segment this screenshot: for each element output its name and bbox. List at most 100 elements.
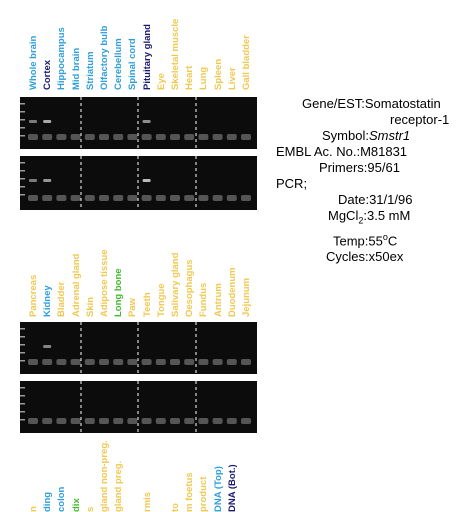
- mgcl2-value: 3.5 mM: [366, 208, 411, 223]
- lane-label: Hippocampus: [56, 27, 68, 90]
- primer-dimer-band: [28, 418, 38, 424]
- pcr-band: [43, 179, 52, 182]
- primer-dimer-band: [99, 134, 109, 140]
- ladder-band: [20, 186, 25, 188]
- ladder-band: [20, 135, 25, 137]
- primer-dimer-band: [141, 195, 152, 201]
- lane-label: gland non-preg.: [99, 440, 110, 512]
- ladder-band: [20, 336, 25, 338]
- lane-label: colon: [56, 486, 68, 512]
- primer-dimer-band: [141, 359, 152, 365]
- ladder-band: [20, 162, 25, 164]
- primer-dimer-band: [198, 195, 209, 201]
- primer-dimer-band: [241, 418, 251, 424]
- primer-dimer-band: [28, 195, 38, 201]
- primer-dimer-band: [198, 418, 209, 424]
- ladder-band: [20, 127, 25, 129]
- lane-label: Oesophagus: [184, 259, 196, 317]
- lane-label: Tongue: [155, 283, 167, 317]
- symbol-key: Symbol:: [322, 128, 369, 143]
- primer-dimer-band: [84, 134, 95, 140]
- symbol-value: Smstr1: [368, 128, 411, 143]
- gene-info: Gene/EST:Somatostatin receptor-1 Symbol:…: [270, 96, 449, 265]
- ladder-band: [20, 395, 25, 397]
- primer-dimer-band: [70, 134, 81, 140]
- primer-dimer-band: [113, 195, 124, 201]
- primer-dimer-band: [70, 359, 81, 365]
- primer-dimer-band: [212, 134, 223, 140]
- primer-dimer-band: [226, 195, 237, 201]
- lane-label: rmis: [141, 491, 153, 512]
- primer-dimer-band: [56, 418, 67, 424]
- primer-dimer-band: [84, 195, 95, 201]
- temp-value: 55: [368, 232, 383, 248]
- lane-label: Gall bladder: [241, 35, 252, 90]
- primer-dimer-band: [113, 418, 124, 424]
- ladder-band: [20, 111, 25, 113]
- lane-label: Teeth: [141, 292, 153, 317]
- primer-dimer-band: [155, 418, 166, 424]
- lane-label: Antrum: [212, 283, 224, 317]
- pcr-band: [142, 179, 151, 182]
- lane-label: Adipose tissue: [99, 249, 110, 317]
- lane-label: Salivary gland: [170, 252, 181, 317]
- temp-degree: o: [382, 231, 388, 242]
- primers-value: 95/61: [367, 160, 400, 175]
- primer-dimer-band: [198, 134, 209, 140]
- primer-dimer-band: [56, 359, 67, 365]
- pcr-band: [43, 345, 52, 348]
- primer-dimer-band: [99, 195, 109, 201]
- primer-dimer-band: [113, 134, 124, 140]
- lane-label: Mid brain: [70, 47, 82, 90]
- primer-dimer-band: [212, 359, 223, 365]
- lane-label: Spinal cord: [127, 38, 139, 90]
- lane-label: Pituitary gland: [141, 24, 153, 90]
- mgcl2-colon: :: [363, 208, 367, 223]
- lane-label: to: [170, 503, 181, 512]
- embl-value: M81831: [360, 144, 408, 159]
- lane-label: Adrenal gland: [70, 253, 82, 317]
- primer-dimer-band: [170, 195, 180, 201]
- lane-label: Liver: [226, 67, 238, 90]
- lane-label: n: [28, 506, 39, 512]
- primer-dimer-band: [170, 134, 180, 140]
- primer-dimer-band: [184, 418, 195, 424]
- primer-dimer-band: [42, 195, 53, 201]
- gene-key: Gene/EST:: [302, 96, 365, 111]
- primer-dimer-band: [56, 134, 67, 140]
- primer-dimer-band: [84, 418, 95, 424]
- gene-value-cont: receptor-1: [390, 112, 450, 127]
- cycles-value: x50ex: [368, 248, 404, 264]
- lane-label: Striatum: [84, 51, 96, 90]
- primer-dimer-band: [28, 359, 38, 365]
- lane-label: Olfactory bulb: [99, 25, 110, 90]
- gel-panel-3: [20, 322, 257, 374]
- pcr-band: [29, 120, 37, 123]
- lane-label: Whole brain: [28, 35, 39, 90]
- lane-label: Lung: [198, 66, 210, 90]
- ladder-band: [20, 403, 25, 405]
- lane-label: Skeletal muscle: [170, 18, 181, 90]
- primer-dimer-band: [127, 195, 138, 201]
- pcr-label: PCR;: [276, 176, 308, 191]
- primer-dimer-band: [127, 418, 138, 424]
- primer-dimer-band: [184, 134, 195, 140]
- primer-dimer-band: [42, 418, 53, 424]
- lane-label: Paw: [127, 297, 139, 317]
- ladder-band: [20, 352, 25, 354]
- lane-label: Cortex: [42, 59, 54, 90]
- primer-dimer-band: [127, 134, 138, 140]
- primer-dimer-band: [70, 418, 81, 424]
- date-key: Date:: [338, 192, 370, 207]
- primer-dimer-band: [42, 359, 53, 365]
- temp-unit: C: [387, 232, 398, 248]
- ladder-band: [20, 119, 25, 121]
- lane-label: ding: [42, 491, 54, 512]
- primer-dimer-band: [127, 359, 138, 365]
- ladder-band: [20, 419, 25, 421]
- primer-dimer-band: [226, 359, 237, 365]
- primer-dimer-band: [56, 195, 67, 201]
- primers-key: Primers:: [319, 160, 368, 175]
- primer-dimer-band: [226, 134, 237, 140]
- primer-dimer-band: [99, 418, 109, 424]
